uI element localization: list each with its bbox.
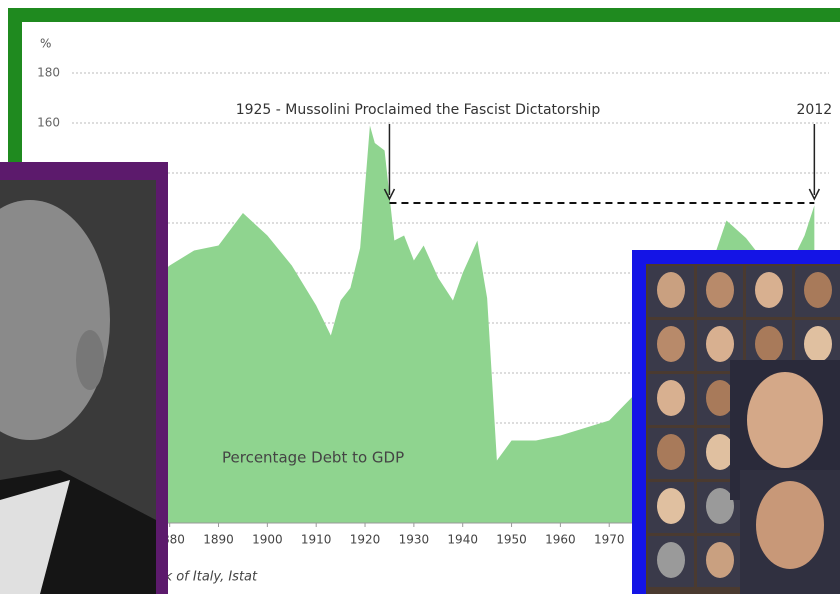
y-tick-label: 180: [37, 66, 60, 80]
face: [657, 434, 685, 470]
face: [657, 272, 685, 308]
x-tick-label: 1900: [252, 533, 283, 547]
face: [706, 434, 734, 470]
face: [706, 542, 734, 578]
legend-swatch: [205, 452, 215, 462]
face: [804, 272, 832, 308]
face: [706, 380, 734, 416]
face: [657, 488, 685, 524]
face: [755, 326, 783, 362]
x-tick-label: 1940: [447, 533, 478, 547]
y-axis-label: %: [40, 37, 51, 51]
collage: %020406080100120140160180Percentage Debt…: [0, 0, 840, 594]
x-tick-label: 1930: [399, 533, 430, 547]
face: [706, 488, 734, 524]
legend-label: Percentage Debt to GDP: [222, 449, 404, 467]
annotation: 1925 - Mussolini Proclaimed the Fascist …: [236, 102, 601, 118]
x-tick-label: 1920: [350, 533, 381, 547]
face: [804, 326, 832, 362]
x-tick-label: 1970: [594, 533, 625, 547]
x-tick-label: 1950: [496, 533, 527, 547]
face: [756, 481, 824, 569]
portrait-photo: [0, 162, 168, 594]
photo-ear: [76, 330, 104, 390]
face: [747, 372, 823, 468]
face: [706, 326, 734, 362]
face: [657, 380, 685, 416]
annotation: 2012: [797, 102, 833, 118]
x-tick-label: 1890: [203, 533, 234, 547]
x-tick-label: 1910: [301, 533, 332, 547]
face: [657, 542, 685, 578]
x-tick-label: 1960: [545, 533, 576, 547]
y-tick-label: 160: [37, 116, 60, 130]
faces-collage: [632, 250, 840, 594]
face: [706, 272, 734, 308]
face: [657, 326, 685, 362]
face: [755, 272, 783, 308]
